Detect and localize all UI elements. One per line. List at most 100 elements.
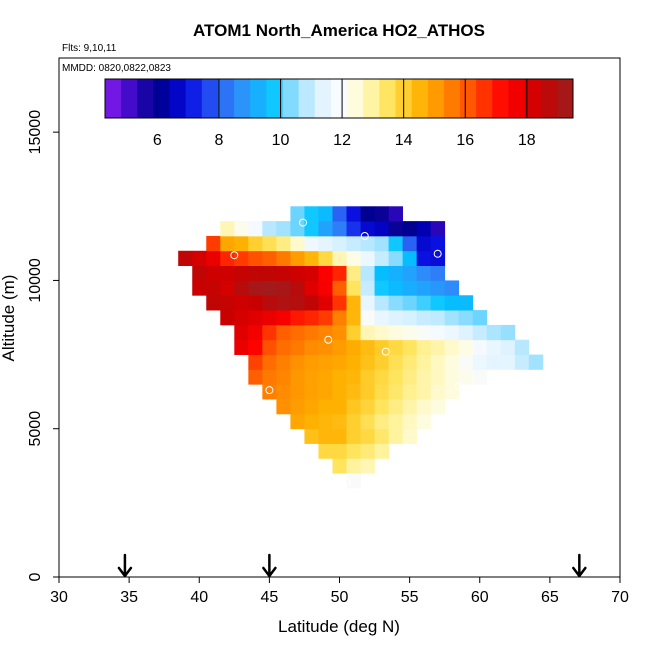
heatmap-cell (290, 413, 305, 430)
heatmap-cell (248, 339, 263, 355)
heatmap-cell (290, 280, 305, 296)
heatmap-cell (402, 310, 418, 326)
flight-arrow (572, 553, 587, 578)
x-tick-label: 45 (260, 589, 278, 606)
heatmap-cell (262, 235, 277, 252)
heatmap-cell (374, 324, 389, 341)
heatmap-cell (290, 265, 305, 281)
heatmap-cell (248, 221, 263, 237)
heatmap-cell (318, 221, 333, 237)
heatmap-cell (388, 369, 404, 385)
heatmap-cell (360, 280, 375, 296)
heatmap-cell (276, 399, 291, 415)
heatmap-cell (444, 324, 460, 341)
heatmap-cell (360, 384, 375, 400)
x-axis: 30 35 40 45 50 55 60 65 70 (50, 577, 629, 606)
heatmap-cell (332, 295, 347, 311)
heatmap-cell (374, 369, 389, 385)
x-tick-label: 30 (50, 589, 68, 606)
flight-arrows (117, 553, 587, 578)
heatmap-cell (416, 384, 432, 400)
heatmap-cell (388, 324, 404, 341)
heatmap-cell (262, 339, 277, 355)
colorbar-segment (250, 79, 267, 118)
heatmap-cell (528, 354, 544, 370)
colorbar-segment (443, 79, 461, 118)
flights-label: Flts: 9,10,11 (62, 43, 117, 54)
sample-point (360, 231, 369, 240)
heatmap-cell (304, 428, 319, 444)
colorbar-frame (104, 78, 574, 119)
heatmap-cell (374, 413, 389, 430)
colorbar-tick-label: 12 (333, 132, 351, 149)
heatmap-cell (234, 265, 249, 281)
heatmap-layer (178, 206, 544, 489)
heatmap-cell (416, 295, 432, 311)
colorbar-segment (185, 79, 203, 118)
heatmap-cell (206, 295, 221, 311)
heatmap-cell (290, 250, 305, 266)
heatmap-cell (514, 339, 530, 355)
heatmap-cell (332, 413, 347, 430)
heatmap-cell (304, 369, 319, 385)
heatmap-cell (444, 310, 460, 326)
heatmap-cell (234, 221, 249, 237)
colorbar-tick-label: 6 (153, 132, 162, 149)
heatmap-cell (276, 250, 291, 266)
heatmap-cell (416, 339, 432, 355)
heatmap-cell (388, 399, 404, 415)
heatmap-cell (402, 413, 418, 430)
heatmap-cell (402, 399, 418, 415)
heatmap-cell (374, 399, 389, 415)
sample-point (265, 386, 274, 395)
heatmap-cell (430, 235, 446, 252)
heatmap-cell (332, 265, 347, 281)
heatmap-cell (318, 399, 333, 415)
heatmap-cell (500, 354, 516, 370)
heatmap-cell (500, 324, 516, 341)
heatmap-cell (360, 206, 375, 222)
colorbar-segment (298, 79, 316, 118)
heatmap-cell (374, 280, 389, 296)
heatmap-cell (332, 443, 347, 459)
heatmap-cell (276, 339, 291, 355)
colorbar-tick-label: 8 (214, 132, 223, 149)
heatmap-cell (304, 235, 319, 252)
heatmap-cell (402, 339, 418, 355)
heatmap-cell (276, 354, 291, 370)
heatmap-cell (290, 399, 305, 415)
heatmap-cell (402, 295, 418, 311)
colorbar-segment (492, 79, 509, 118)
heatmap-cell (304, 354, 319, 370)
heatmap-cell (514, 354, 530, 370)
heatmap-cell (220, 235, 235, 252)
heatmap-cell (430, 354, 446, 370)
heatmap-cell (402, 221, 418, 237)
heatmap-cell (360, 458, 375, 474)
heatmap-cell (220, 310, 235, 326)
heatmap-cell (304, 310, 319, 326)
colorbar-tick-label: 10 (272, 132, 290, 149)
heatmap-cell (346, 206, 361, 222)
heatmap-cell (374, 354, 389, 370)
heatmap-cell (444, 339, 460, 355)
sample-points (181, 218, 547, 487)
heatmap-cell (430, 339, 446, 355)
heatmap-cell (388, 235, 404, 252)
heatmap-cell (360, 413, 375, 430)
y-tick-label: 15000 (27, 110, 44, 155)
sample-point (342, 478, 351, 487)
heatmap-cell (360, 399, 375, 415)
heatmap-cell (248, 295, 263, 311)
heatmap-cell (276, 310, 291, 326)
heatmap-cell (402, 428, 418, 444)
colorbar-segment (524, 79, 542, 118)
colorbar (104, 78, 574, 119)
heatmap-cell (458, 354, 474, 370)
heatmap-cell (500, 339, 516, 355)
heatmap-cell (458, 369, 474, 385)
heatmap-cell (346, 443, 361, 459)
colorbar-segment (105, 79, 122, 118)
heatmap-cell (346, 413, 361, 430)
